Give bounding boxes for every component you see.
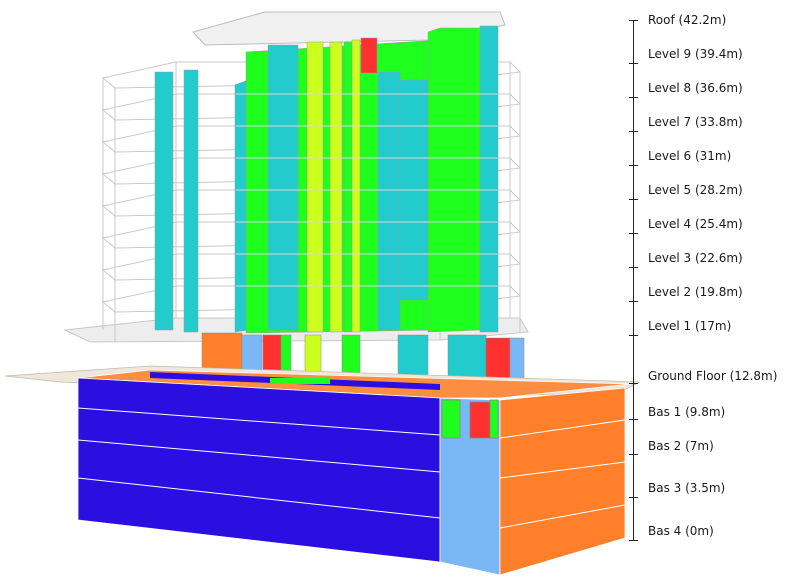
level-tick: [629, 335, 638, 336]
level-label-level-7: Level 7 (33.8m): [648, 115, 743, 129]
basement-green-panel-2: [489, 399, 499, 439]
yellow-shaft-1: [306, 41, 324, 333]
level-tick: [629, 497, 638, 498]
level-tick: [629, 63, 638, 64]
basement-floor-lines: [77, 407, 626, 529]
cyan-podium-wall: [397, 334, 429, 381]
level-tick: [629, 454, 638, 455]
level-tick: [629, 419, 638, 420]
level-label-level-9: Level 9 (39.4m): [648, 47, 743, 61]
level-label-level-6: Level 6 (31m): [648, 149, 732, 163]
cyan-shaft-east: [479, 25, 499, 333]
level-tick: [629, 199, 638, 200]
tower-floor-lines: [236, 93, 498, 287]
level-tick: [629, 97, 638, 98]
level-tick: [629, 383, 638, 384]
level-label-bas-4: Bas 4 (0m): [648, 524, 714, 538]
cyan-column-left-1: [154, 71, 174, 331]
level-label-level-4: Level 4 (25.4m): [648, 217, 743, 231]
level-tick: [629, 301, 638, 302]
level-label-ground-floor: Ground Floor (12.8m): [648, 369, 778, 383]
level-label-bas-3: Bas 3 (3.5m): [648, 481, 726, 495]
level-tick: [629, 131, 638, 132]
basement-top-detail-2: [270, 378, 330, 384]
basement-block: [77, 369, 631, 576]
red-panel-top: [360, 37, 378, 74]
level-label-level-3: Level 3 (22.6m): [648, 251, 743, 265]
level-label-bas-1: Bas 1 (9.8m): [648, 405, 726, 419]
basement-green-panel: [441, 399, 461, 439]
level-label-level-8: Level 8 (36.6m): [648, 81, 743, 95]
roof-slab: [192, 11, 506, 46]
cyan-shaft-1: [267, 44, 299, 331]
level-tick: [629, 165, 638, 166]
level-label-level-1: Level 1 (17m): [648, 319, 732, 333]
basement-side: [499, 387, 626, 576]
level-tick: [629, 20, 638, 21]
level-tick: [629, 233, 638, 234]
level-label-level-2: Level 2 (19.8m): [648, 285, 743, 299]
level-tick: [629, 540, 638, 541]
level-scale-axis: [633, 20, 634, 540]
level-label-bas-2: Bas 2 (7m): [648, 439, 714, 453]
yellow-shaft-2: [329, 41, 343, 333]
yellow-shaft-3: [351, 39, 361, 333]
level-label-roof: Roof (42.2m): [648, 13, 727, 27]
tower-walls: [154, 25, 499, 334]
level-tick: [629, 267, 638, 268]
cyan-podium-wall-2: [447, 334, 487, 381]
cyan-column-left-2: [183, 69, 199, 333]
level-label-level-5: Level 5 (28.2m): [648, 183, 743, 197]
red-podium-wall-2: [485, 337, 511, 381]
